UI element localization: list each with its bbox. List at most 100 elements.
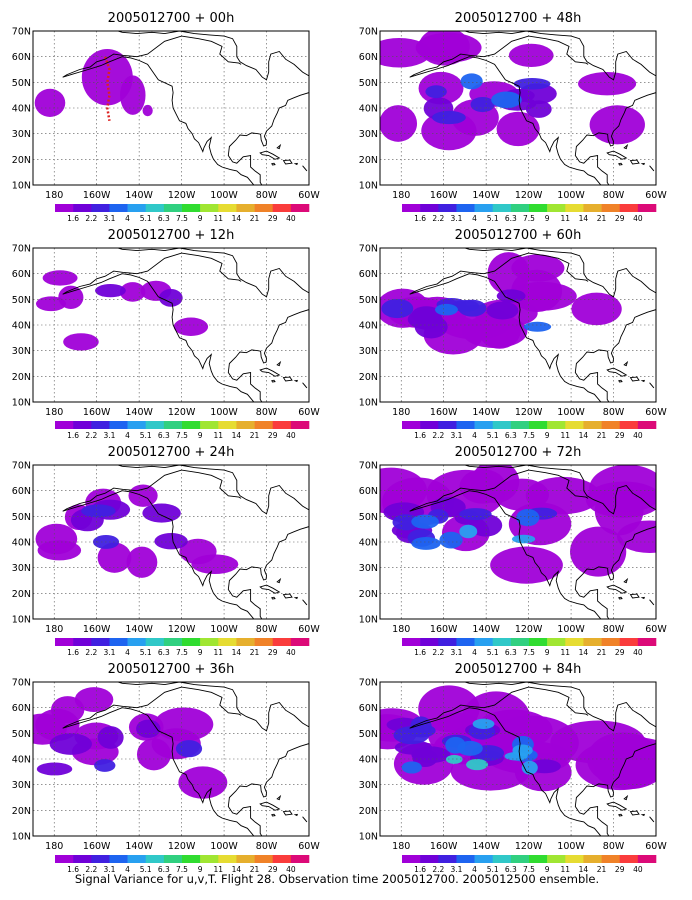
- colorbar-label: 4: [472, 648, 477, 657]
- x-tick-label: 120W: [168, 841, 196, 852]
- colorbar-swatch: [163, 204, 183, 212]
- colorbar-label: 29: [268, 648, 278, 657]
- x-tick-label: 80W: [603, 841, 625, 852]
- colorbar-swatch: [73, 855, 92, 863]
- colorbar-label: 1.6: [414, 214, 426, 223]
- colorbar-swatch: [438, 204, 457, 212]
- colorbar-swatch: [218, 204, 237, 212]
- colorbar-label: 14: [579, 431, 589, 440]
- colorbar-swatch: [55, 204, 74, 212]
- colorbar-swatch: [91, 855, 110, 863]
- map-panel-1: 2005012700 + 00h 10N 20N 30N 40N 50N 60N 70N 180…: [12, 11, 321, 223]
- colorbar-label: 29: [268, 865, 278, 874]
- x-tick-label: 100W: [557, 624, 585, 635]
- x-tick-label: 60W: [645, 190, 667, 201]
- colorbar-label: 3.1: [450, 214, 462, 223]
- colorbar-label: 4: [125, 214, 130, 223]
- y-tick-label: 60N: [359, 52, 378, 63]
- figure-caption: Signal Variance for u,v,T. Flight 28. Ob…: [75, 872, 599, 886]
- colorbar-swatch: [492, 204, 512, 212]
- y-tick-label: 20N: [359, 806, 378, 817]
- colorbar: 1.6 2.2 3.1 4 5.1 6.3 7.5 9 11 14 21 29 40: [402, 204, 657, 223]
- colorbar-label: 1.6: [67, 214, 79, 223]
- x-tick-label: 160W: [430, 624, 458, 635]
- x-tick-label: 60W: [298, 624, 320, 635]
- colorbar-swatch: [127, 638, 147, 646]
- y-tick-label: 70N: [12, 678, 31, 689]
- x-tick-label: 80W: [603, 407, 625, 418]
- x-tick-label: 180: [45, 841, 63, 852]
- map-panel-7: 2005012700 + 72h 10N 20N 30N 40N 50N 60N 70N 180…: [359, 445, 668, 657]
- y-tick-label: 60N: [359, 703, 378, 714]
- x-tick-label: 160W: [430, 841, 458, 852]
- colorbar-label: 9: [545, 648, 550, 657]
- colorbar-label: 40: [633, 431, 643, 440]
- y-tick-label: 10N: [12, 398, 31, 409]
- colorbar-label: 40: [633, 214, 643, 223]
- colorbar-label: 7.5: [176, 648, 188, 657]
- y-tick-label: 40N: [12, 755, 31, 766]
- colorbar-swatch: [402, 421, 421, 429]
- colorbar-swatch: [290, 855, 310, 863]
- y-tick-label: 70N: [359, 244, 378, 255]
- y-tick-label: 20N: [12, 372, 31, 383]
- y-tick-label: 50N: [359, 295, 378, 306]
- x-tick-label: 140W: [125, 190, 153, 201]
- panel-title: 2005012700 + 24h: [108, 445, 235, 460]
- colorbar-label: 7.5: [523, 431, 535, 440]
- colorbar-label: 5.1: [487, 431, 499, 440]
- colorbar-swatch: [420, 421, 439, 429]
- colorbar-swatch: [547, 638, 566, 646]
- colorbar-label: 14: [232, 214, 242, 223]
- y-tick-label: 70N: [12, 244, 31, 255]
- y-tick-label: 50N: [12, 512, 31, 523]
- y-tick-label: 30N: [359, 563, 378, 574]
- y-tick-label: 30N: [12, 563, 31, 574]
- colorbar-label: 21: [597, 214, 607, 223]
- colorbar-swatch: [290, 204, 310, 212]
- y-tick-label: 40N: [12, 538, 31, 549]
- panel-title: 2005012700 + 12h: [108, 228, 235, 243]
- x-tick-label: 120W: [515, 841, 543, 852]
- colorbar-swatch: [492, 421, 512, 429]
- map-panel-6: 2005012700 + 60h 10N 20N 30N 40N 50N 60N 70N 180…: [359, 228, 668, 440]
- colorbar-swatch: [601, 638, 621, 646]
- colorbar-label: 9: [545, 431, 550, 440]
- x-tick-label: 80W: [256, 841, 278, 852]
- colorbar-swatch: [163, 638, 183, 646]
- colorbar-label: 6.3: [158, 648, 170, 657]
- colorbar-swatch: [619, 421, 639, 429]
- colorbar-label: 11: [214, 648, 224, 657]
- colorbar-swatch: [200, 204, 219, 212]
- colorbar-swatch: [583, 421, 602, 429]
- coastline: [62, 31, 309, 185]
- colorbar-label: 4: [125, 431, 130, 440]
- x-tick-label: 160W: [83, 190, 111, 201]
- colorbar-label: 3.1: [450, 865, 462, 874]
- colorbar-label: 14: [579, 214, 589, 223]
- y-tick-label: 20N: [12, 589, 31, 600]
- colorbar-label: 5.1: [487, 865, 499, 874]
- x-tick-label: 100W: [557, 841, 585, 852]
- y-tick-label: 40N: [359, 104, 378, 115]
- colorbar-label: 2.2: [432, 431, 444, 440]
- colorbar-swatch: [218, 855, 237, 863]
- x-tick-label: 160W: [430, 190, 458, 201]
- colorbar-label: 29: [615, 214, 625, 223]
- colorbar-swatch: [55, 421, 74, 429]
- colorbar: 1.6 2.2 3.1 4 5.1 6.3 7.5 9 11 14 21 29 40: [402, 855, 657, 874]
- colorbar-swatch: [619, 638, 639, 646]
- colorbar-swatch: [272, 855, 292, 863]
- colorbar-swatch: [565, 421, 584, 429]
- x-tick-label: 60W: [298, 190, 320, 201]
- map-frame: [379, 247, 657, 403]
- colorbar-label: 1.6: [67, 648, 79, 657]
- colorbar-label: 2.2: [85, 648, 97, 657]
- colorbar-swatch: [456, 204, 475, 212]
- colorbar-label: 9: [545, 214, 550, 223]
- colorbar-swatch: [254, 204, 274, 212]
- colorbar-label: 5.1: [140, 214, 152, 223]
- colorbar-label: 40: [286, 214, 296, 223]
- x-tick-label: 120W: [515, 624, 543, 635]
